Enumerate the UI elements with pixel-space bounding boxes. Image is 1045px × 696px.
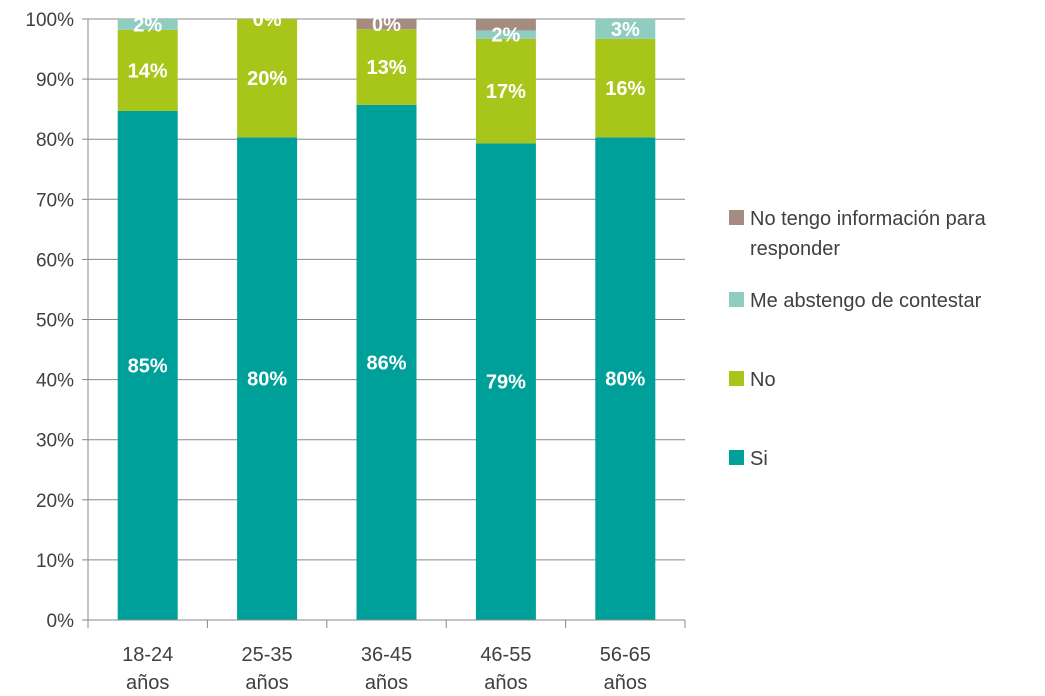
data-label: 2% [491,25,520,47]
y-tick-label: 90% [36,70,74,91]
y-tick-label: 70% [36,190,74,211]
data-label: 2% [133,14,162,36]
bar-segment [117,29,178,111]
bar-segment [356,29,417,105]
y-tick-label: 60% [36,250,74,271]
legend-label: Si [750,448,768,470]
legend-label: No [750,369,776,391]
bar-segment [117,19,178,30]
bar-segment [356,19,417,30]
data-label: 80% [247,369,287,391]
bar-segment [595,137,656,620]
data-label: 16% [605,78,645,100]
data-label: 80% [605,369,645,391]
y-tick-label: 10% [36,551,74,572]
x-tick-label: 25-35 años [242,644,293,694]
y-tick-label: 20% [36,491,74,512]
x-tick-label: 56-65 años [600,644,651,694]
legend-swatch [729,292,744,307]
bar-segment [475,143,536,621]
bar-segment [117,110,178,620]
y-tick-label: 40% [36,371,74,392]
data-label: 85% [128,355,168,377]
bar-segment [475,38,536,144]
data-label: 79% [486,372,526,394]
data-label: 17% [486,81,526,103]
legend-label: No tengo información para responder [750,208,987,260]
bar-segment [237,137,298,620]
data-label: 14% [128,60,168,82]
bar-segment [475,19,536,31]
data-labels: 85% 14% 2% 80% 20% 0% 86% 13% 0% 79% 17% 2% 80% 16% 3% [128,9,646,394]
bar-segment [595,19,656,39]
data-label: 3% [611,19,640,41]
bar-segment [356,104,417,621]
legend-label: Me abstengo de contestar [750,290,982,312]
bars [117,19,656,621]
legend-swatch [729,450,744,465]
y-tick-label: 0% [47,611,75,632]
data-label: 0% [253,9,282,31]
y-tick-label: 100% [25,10,74,31]
bar-segment [595,38,656,138]
data-label: 20% [247,68,287,90]
x-tick-label: 46-55 años [480,644,531,694]
y-tick-label: 30% [36,431,74,452]
x-tick-label: 18-24 años [122,644,173,694]
axes: 0% 10% 20% 30% 40% 50% 60% 70% 80% 90% 100% 18-24 añ… [25,10,686,694]
bar-segment [475,30,536,39]
x-tick-label: 36-45 años [361,644,412,694]
y-tick-label: 50% [36,311,74,332]
data-label: 13% [366,57,406,79]
legend: No tengo información para responder Me abs… [729,208,987,470]
legend-swatch [729,210,744,225]
y-tick-label: 80% [36,130,74,151]
data-label: 0% [372,14,401,36]
data-label: 86% [366,352,406,374]
legend-swatch [729,371,744,386]
bar-segment [237,19,298,138]
